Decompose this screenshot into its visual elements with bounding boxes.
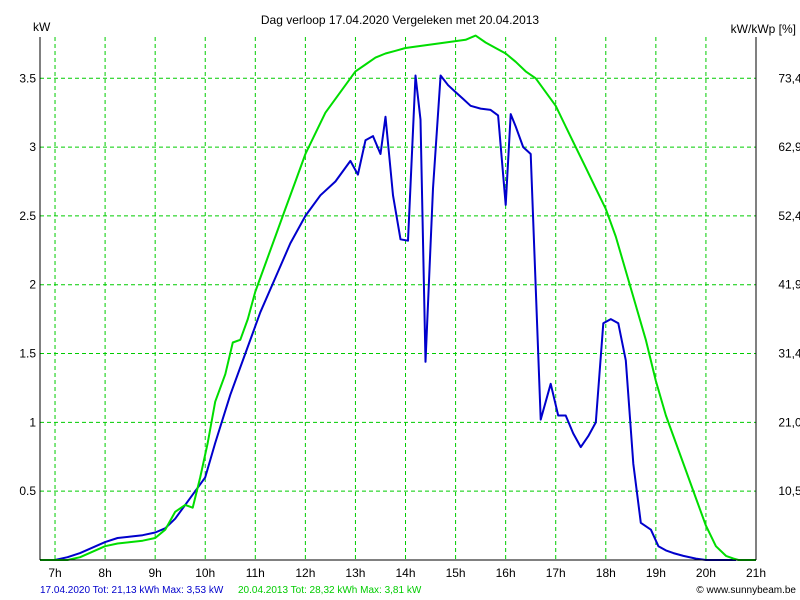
footer-series-2020-summary: 17.04.2020 Tot: 21,13 kWh Max: 3,53 kW xyxy=(40,585,224,596)
x-tick-label: 19h xyxy=(646,566,666,580)
x-tick-label: 17h xyxy=(546,566,566,580)
tick-label-layer: 7h 8h 9h 10h 11h 12h 13h 14h 15h 16h 17h 18h 19h 20h 2… xyxy=(19,71,800,580)
x-tick-label: 12h xyxy=(295,566,315,580)
y-axis-left-label: kW xyxy=(33,20,51,34)
y-right-tick-label: 62,9 xyxy=(778,140,800,154)
series-layer xyxy=(40,34,756,561)
chart-title: Dag verloop 17.04.2020 Vergeleken met 20… xyxy=(261,13,540,27)
x-tick-label: 20h xyxy=(696,566,716,580)
grid-layer xyxy=(40,37,757,560)
y-right-tick-label: 52,4 xyxy=(778,209,800,223)
watermark-text: © www.sunnybeam.be xyxy=(696,585,796,596)
x-tick-label: 21h xyxy=(746,566,766,580)
y-right-tick-label: 73,4 xyxy=(778,71,800,85)
x-tick-label: 13h xyxy=(345,566,365,580)
series-line-20-04-2013 xyxy=(40,34,756,561)
y-right-tick-label: 41,9 xyxy=(778,278,800,292)
y-left-tick-label: 1.5 xyxy=(19,347,36,361)
x-tick-label: 9h xyxy=(148,566,161,580)
y-left-tick-label: 0.5 xyxy=(19,484,36,498)
axis-layer xyxy=(39,37,757,561)
y-right-tick-label: 31,4 xyxy=(778,347,800,361)
x-tick-label: 11h xyxy=(246,566,265,580)
y-left-tick-label: 1 xyxy=(29,415,36,429)
x-tick-label: 10h xyxy=(195,566,215,580)
x-tick-label: 16h xyxy=(496,566,516,580)
x-tick-label: 7h xyxy=(48,566,61,580)
y-left-tick-label: 3.5 xyxy=(19,71,36,85)
y-left-tick-label: 3 xyxy=(29,140,36,154)
y-left-tick-label: 2 xyxy=(29,278,36,292)
y-right-tick-label: 10,5 xyxy=(778,484,800,498)
x-tick-label: 8h xyxy=(98,566,111,580)
y-axis-right-label: kW/kWp [%] xyxy=(731,22,796,36)
x-tick-label: 14h xyxy=(395,566,415,580)
footer-series-2013-summary: 20.04.2013 Tot: 28,32 kWh Max: 3,81 kW xyxy=(238,585,422,596)
x-tick-label: 18h xyxy=(596,566,616,580)
x-tick-label: 15h xyxy=(446,566,466,580)
series-line-17-04-2020 xyxy=(54,74,736,561)
y-right-tick-label: 21,0 xyxy=(778,415,800,429)
y-left-tick-label: 2.5 xyxy=(19,209,36,223)
